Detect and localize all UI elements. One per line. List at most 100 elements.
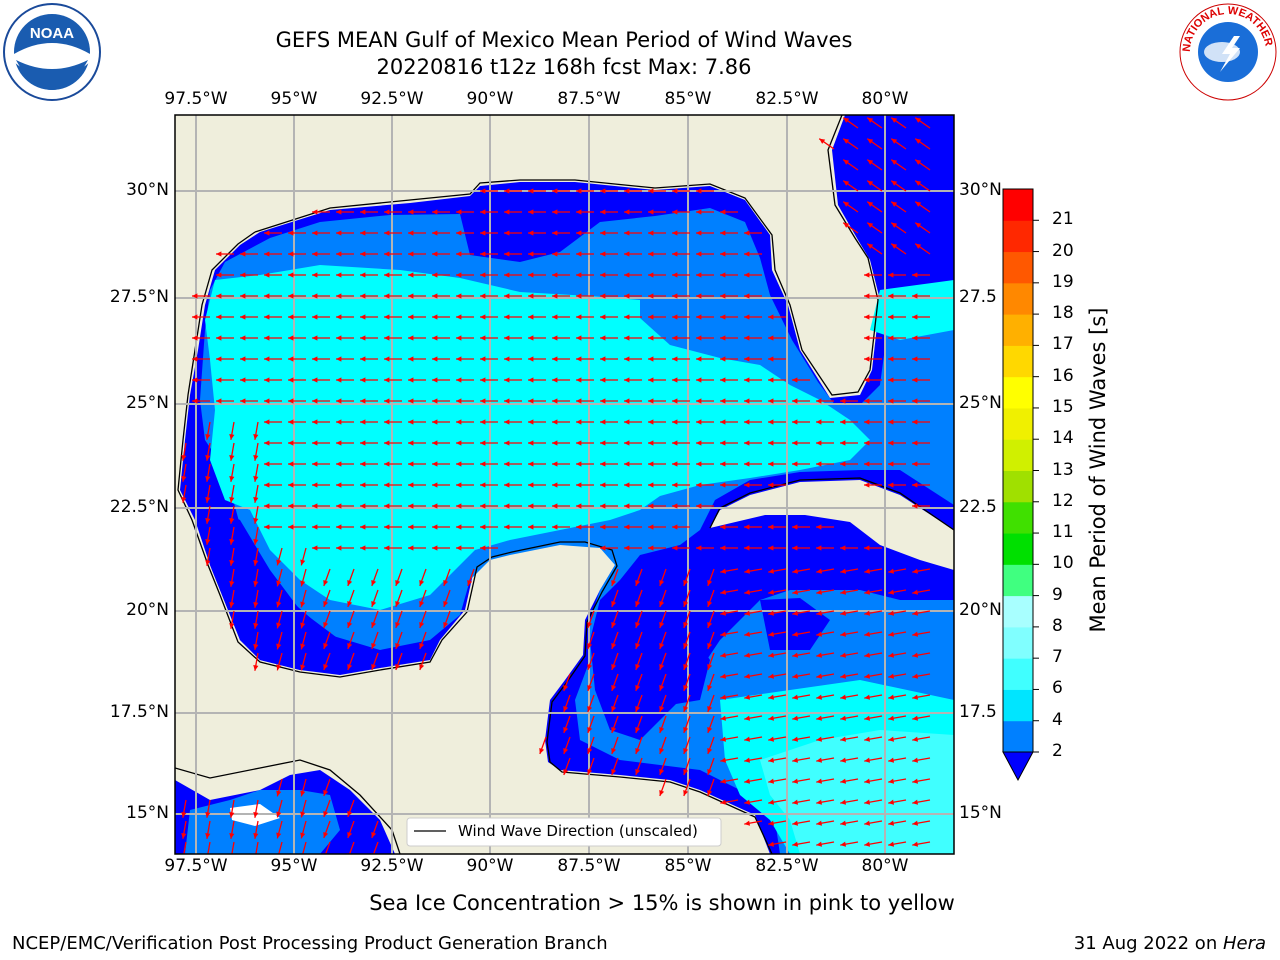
wind-arrow-head — [707, 726, 713, 733]
wind-arrow-head — [563, 726, 569, 733]
wind-arrow-head — [443, 600, 449, 607]
wind-arrow-head — [659, 726, 665, 733]
wind-arrow-head — [456, 377, 462, 383]
wind-arrow-head — [672, 545, 678, 551]
wind-arrow-head — [744, 568, 751, 574]
wind-arrow-head — [229, 496, 235, 503]
wind-arrow-head — [648, 545, 654, 551]
wind-arrow-head — [659, 705, 665, 712]
wind-arrow-head — [456, 230, 462, 236]
wind-arrow-head — [360, 209, 366, 215]
wind-arrow-head — [707, 705, 713, 712]
wind-arrow-head — [336, 503, 342, 509]
wind-arrow-head — [864, 757, 871, 763]
wind-arrow — [231, 841, 235, 854]
wind-arrow-head — [888, 568, 895, 574]
wind-arrow-head — [792, 631, 799, 637]
wind-arrow-head — [181, 832, 187, 839]
wind-arrow-head — [912, 736, 919, 742]
colorbar-tick-label: 16 — [1052, 365, 1074, 386]
wind-arrow-head — [300, 790, 306, 797]
wind-arrow-head — [600, 251, 606, 257]
wind-arrow-head — [576, 503, 582, 509]
wind-arrow-head — [768, 568, 775, 574]
wind-arrow-head — [648, 209, 654, 215]
wind-arrow-head — [648, 398, 654, 404]
wind-arrow-head — [456, 524, 462, 530]
wind-arrow-head — [611, 747, 617, 754]
wind-arrow-head — [768, 356, 774, 362]
wind-arrow-head — [600, 419, 606, 425]
wind-arrow-head — [432, 398, 438, 404]
wind-arrow-head — [336, 377, 342, 383]
wind-arrow-head — [768, 631, 775, 637]
wind-arrow-head — [288, 230, 294, 236]
wind-arrow-head — [552, 503, 558, 509]
wind-arrow-head — [419, 579, 425, 586]
wind-arrow — [255, 841, 259, 854]
nws-logo: NATIONAL WEATHER SERVICE — [1178, 2, 1278, 102]
wind-arrow-head — [768, 652, 775, 658]
wind-arrow-head — [635, 600, 641, 607]
lon-label: 97.5°W — [164, 856, 228, 876]
wind-arrow-head — [432, 419, 438, 425]
wind-arrow-head — [635, 579, 641, 586]
wind-arrow-head — [888, 272, 894, 278]
map-subtitle: 20220816 t12z 168h fcst Max: 7.86 — [376, 55, 752, 79]
wind-arrow-head — [600, 314, 606, 320]
wind-arrow-head — [816, 440, 822, 446]
wind-arrow-head — [624, 314, 630, 320]
wind-arrow-head — [720, 293, 726, 299]
wind-arrow-head — [323, 600, 329, 607]
wind-arrow-head — [276, 790, 282, 797]
wind-arrow-head — [312, 335, 318, 341]
wind-arrow-head — [720, 524, 726, 530]
wind-arrow-head — [360, 230, 366, 236]
wind-arrow-head — [504, 398, 510, 404]
wind-arrow-head — [720, 419, 726, 425]
wind-arrow-head — [792, 736, 799, 742]
wind-arrow-head — [253, 559, 259, 566]
wind-arrow-head — [480, 377, 486, 383]
wind-arrow-head — [843, 117, 850, 123]
wind-arrow-head — [744, 631, 751, 637]
wind-arrow-head — [888, 419, 894, 425]
wind-arrow-head — [768, 841, 775, 847]
wind-arrow-head — [864, 545, 870, 551]
wind-arrow-head — [624, 398, 630, 404]
colorbar-segment — [1003, 533, 1033, 565]
wind-arrow-head — [600, 503, 606, 509]
wind-arrow-head — [432, 545, 438, 551]
wind-arrow-head — [624, 335, 630, 341]
colorbar-tick-label: 6 — [1052, 678, 1063, 699]
wind-arrow-head — [915, 201, 922, 207]
wind-arrow-head — [912, 799, 919, 805]
wind-arrow-head — [768, 610, 775, 616]
wind-arrow-head — [480, 335, 486, 341]
wind-arrow-head — [192, 314, 198, 320]
wind-arrow-head — [264, 503, 270, 509]
wind-arrow-head — [552, 314, 558, 320]
wind-arrow-head — [312, 377, 318, 383]
wind-arrow-head — [480, 482, 486, 488]
wind-arrow-head — [240, 335, 246, 341]
wind-arrow-head — [744, 715, 751, 721]
wind-arrow-head — [912, 461, 918, 467]
wind-arrow-head — [480, 398, 486, 404]
wind-arrow-head — [915, 117, 922, 123]
wind-arrow-head — [744, 440, 750, 446]
wind-arrow-head — [792, 398, 798, 404]
wind-arrow-head — [192, 356, 198, 362]
wind-arrow-head — [419, 600, 425, 607]
wind-arrow-head — [288, 461, 294, 467]
wind-arrow-head — [840, 736, 847, 742]
colorbar-segment — [1003, 658, 1033, 690]
wind-arrow-head — [611, 684, 617, 691]
wind-arrow-head — [336, 293, 342, 299]
wind-arrow-head — [744, 482, 750, 488]
wind-arrow-head — [720, 440, 726, 446]
wind-arrow-head — [576, 461, 582, 467]
wind-arrow-head — [371, 831, 377, 838]
lon-label: 92.5°W — [360, 856, 424, 876]
